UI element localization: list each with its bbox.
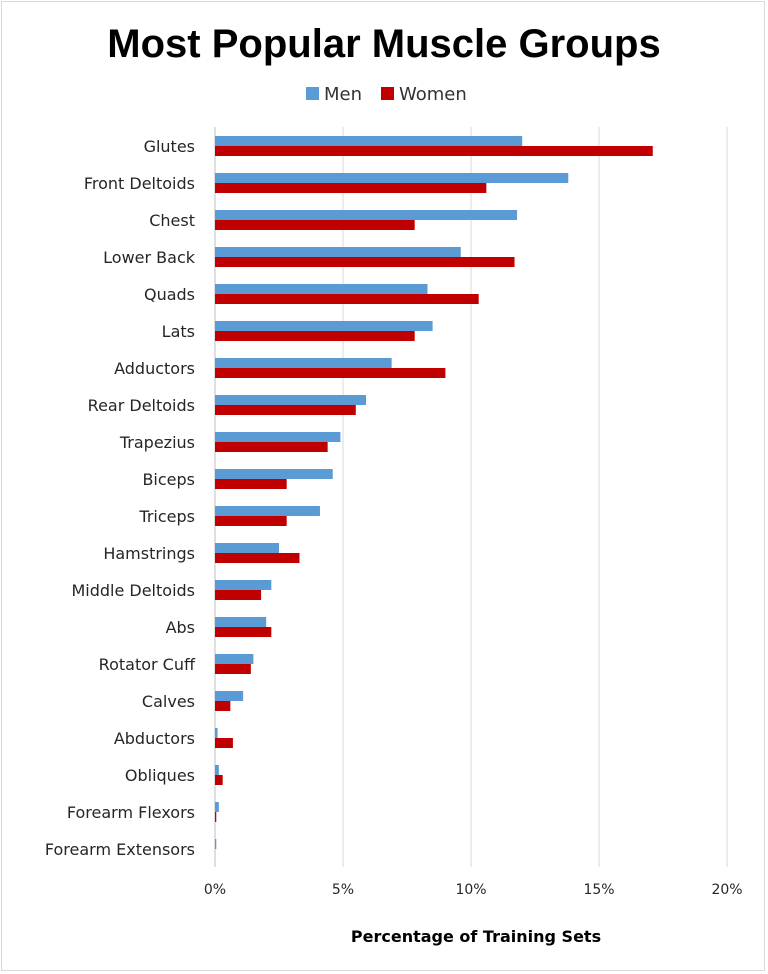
- bar-men-rotator-cuff: [215, 654, 254, 664]
- bar-men-abductors: [215, 728, 218, 738]
- bar-women-rear-deltoids: [215, 405, 356, 415]
- bar-men-forearm-extensors: [215, 839, 217, 849]
- bar-women-biceps: [215, 479, 287, 489]
- bars: [215, 136, 653, 849]
- bar-men-middle-deltoids: [215, 580, 272, 590]
- category-label: Biceps: [142, 470, 195, 489]
- bar-men-rear-deltoids: [215, 395, 367, 405]
- bar-men-abs: [215, 617, 267, 627]
- legend-swatch-men: [306, 87, 319, 100]
- category-label: Glutes: [144, 137, 195, 156]
- x-tick-labels: 0% 5% 10% 15% 20%: [204, 882, 743, 898]
- bar-men-forearm-flexors: [215, 802, 219, 812]
- bar-men-trapezius: [215, 432, 341, 442]
- bar-men-obliques: [215, 765, 219, 775]
- category-label: Lats: [162, 322, 195, 341]
- legend-label-men: Men: [324, 84, 362, 105]
- bar-men-quads: [215, 284, 428, 294]
- chart-title: Most Popular Muscle Groups: [107, 22, 660, 66]
- bar-men-lats: [215, 321, 433, 331]
- category-label: Quads: [144, 285, 195, 304]
- category-label: Rear Deltoids: [88, 396, 195, 415]
- bar-men-glutes: [215, 136, 523, 146]
- category-label: Trapezius: [119, 433, 195, 452]
- bar-women-forearm-flexors: [215, 812, 217, 822]
- x-tick-label: 5%: [332, 882, 354, 898]
- bar-men-adductors: [215, 358, 392, 368]
- legend-label-women: Women: [399, 84, 467, 105]
- bar-women-abs: [215, 627, 272, 637]
- gridlines: [214, 127, 728, 867]
- category-label: Middle Deltoids: [71, 581, 195, 600]
- bar-women-adductors: [215, 368, 446, 378]
- bar-women-hamstrings: [215, 553, 300, 563]
- category-label: Abductors: [114, 729, 195, 748]
- bar-women-triceps: [215, 516, 287, 526]
- category-label: Forearm Extensors: [45, 840, 195, 859]
- category-label: Adductors: [114, 359, 195, 378]
- category-label: Forearm Flexors: [67, 803, 195, 822]
- category-label: Calves: [142, 692, 195, 711]
- bar-women-abductors: [215, 738, 233, 748]
- bar-men-biceps: [215, 469, 333, 479]
- bar-women-quads: [215, 294, 479, 304]
- legend-swatch-women: [381, 87, 394, 100]
- bar-women-middle-deltoids: [215, 590, 262, 600]
- bar-men-front-deltoids: [215, 173, 569, 183]
- bar-men-triceps: [215, 506, 320, 516]
- bar-women-trapezius: [215, 442, 328, 452]
- category-label: Obliques: [125, 766, 195, 785]
- bar-women-chest: [215, 220, 415, 230]
- bar-men-calves: [215, 691, 244, 701]
- x-tick-label: 0%: [204, 882, 226, 898]
- bar-women-lats: [215, 331, 415, 341]
- category-label: Hamstrings: [103, 544, 195, 563]
- bar-women-lower-back: [215, 257, 515, 267]
- x-tick-label: 20%: [711, 882, 742, 898]
- category-labels: Glutes Front Deltoids Chest Lower Back Quads…: [45, 137, 196, 859]
- legend: Men Women: [306, 84, 467, 105]
- category-label: Abs: [166, 618, 195, 637]
- x-tick-label: 10%: [455, 882, 486, 898]
- category-label: Triceps: [138, 507, 195, 526]
- bar-women-front-deltoids: [215, 183, 487, 193]
- category-label: Rotator Cuff: [99, 655, 196, 674]
- category-label: Lower Back: [103, 248, 196, 267]
- x-tick-label: 15%: [583, 882, 614, 898]
- bar-men-chest: [215, 210, 518, 220]
- bar-women-calves: [215, 701, 231, 711]
- bar-men-hamstrings: [215, 543, 279, 553]
- bar-women-rotator-cuff: [215, 664, 251, 674]
- bar-women-glutes: [215, 146, 653, 156]
- x-axis-title: Percentage of Training Sets: [351, 927, 601, 946]
- category-label: Chest: [149, 211, 195, 230]
- bar-men-lower-back: [215, 247, 461, 257]
- category-label: Front Deltoids: [84, 174, 195, 193]
- bar-women-obliques: [215, 775, 223, 785]
